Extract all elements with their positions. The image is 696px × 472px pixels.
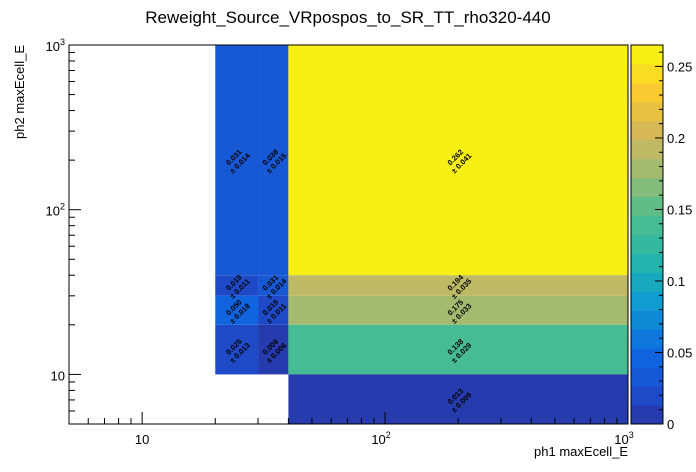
x-tick-label: 103 bbox=[614, 430, 633, 447]
colorbar-tick-label: 0.15 bbox=[667, 202, 692, 217]
y-axis-title: ph2 maxEcell_E bbox=[12, 45, 27, 139]
heatmap-cell bbox=[215, 275, 259, 296]
colorbar: 0 0.05 0.1 0.15 0.2 0.25 bbox=[630, 44, 692, 432]
colorbar-band bbox=[631, 310, 663, 330]
heatmap-cell bbox=[258, 45, 289, 276]
y-tick-label: 102 bbox=[46, 202, 65, 219]
heatmap-cell bbox=[288, 275, 628, 296]
colorbar-band bbox=[631, 329, 663, 349]
heatmap-cell bbox=[215, 295, 259, 325]
colorbar-band bbox=[631, 139, 663, 160]
heatmap-cell bbox=[288, 45, 628, 276]
colorbar-band bbox=[631, 82, 663, 103]
colorbar-tick-label: 0.25 bbox=[667, 59, 692, 74]
colorbar-frame bbox=[630, 44, 664, 425]
colorbar-band bbox=[631, 120, 663, 141]
x-tick-label: 102 bbox=[371, 430, 390, 447]
heatmap-cell bbox=[215, 324, 259, 375]
colorbar-band bbox=[631, 177, 663, 198]
y-tick-label: 103 bbox=[46, 37, 65, 54]
colorbar-band bbox=[631, 234, 663, 254]
heatmap-cell bbox=[288, 374, 628, 424]
colorbar-tick-label: 0.05 bbox=[667, 345, 692, 360]
colorbar-band bbox=[631, 215, 663, 235]
colorbar-band bbox=[631, 367, 663, 387]
colorbar-tick-label: 0.2 bbox=[667, 131, 685, 146]
colorbar-band bbox=[631, 63, 663, 84]
heatmap-cells bbox=[215, 45, 628, 424]
colorbar-band bbox=[631, 386, 663, 406]
heatmap-cell bbox=[288, 324, 628, 375]
colorbar-tick-label: 0 bbox=[667, 417, 674, 432]
colorbar-band bbox=[631, 45, 663, 65]
heatmap-cell bbox=[288, 295, 628, 325]
heatmap-cell bbox=[215, 45, 259, 276]
heatmap-cell bbox=[258, 324, 289, 375]
colorbar-band bbox=[631, 101, 663, 122]
colorbar-band bbox=[631, 291, 663, 311]
plot-frame bbox=[68, 44, 629, 425]
axes: 10 102 103 10 102 103 bbox=[46, 37, 634, 447]
colorbar-band bbox=[631, 253, 663, 273]
y-tick-label: 10 bbox=[51, 368, 65, 383]
x-tick-label: 10 bbox=[135, 432, 149, 447]
colorbar-band bbox=[631, 405, 663, 425]
chart-title: Reweight_Source_VRpospos_to_SR_TT_rho320… bbox=[145, 8, 550, 27]
colorbar-band bbox=[631, 196, 663, 217]
heatmap-cell bbox=[258, 275, 289, 296]
colorbar-band bbox=[631, 158, 663, 179]
colorbar-band bbox=[631, 348, 663, 368]
heatmap-cell bbox=[258, 295, 289, 325]
x-axis-title: ph1 maxEcell_E bbox=[534, 444, 628, 459]
colorbar-tick-label: 0.1 bbox=[667, 274, 685, 289]
colorbar-band bbox=[631, 272, 663, 292]
